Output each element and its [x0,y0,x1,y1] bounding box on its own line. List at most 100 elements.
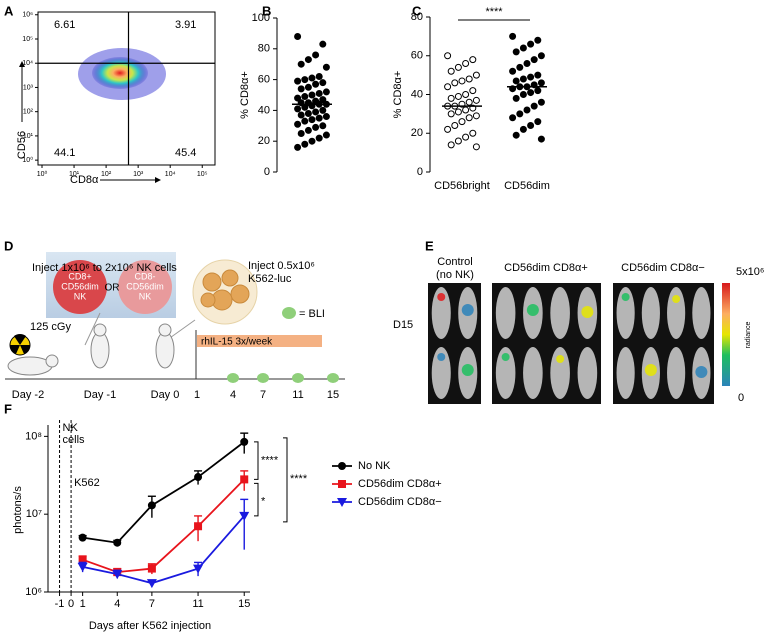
significance-label: * [261,496,266,508]
dot [519,91,527,98]
dot [465,75,473,83]
dot [462,133,470,141]
signal [501,353,510,361]
dot [315,114,323,122]
significance-label: **** [485,6,503,18]
mouse [692,287,711,339]
dot [301,140,309,148]
dot [512,77,520,85]
column-title: CD56dim CD8α+ [504,262,588,274]
timepoint-label: D15 [393,319,413,331]
scale-title: radiance [745,321,752,348]
option-circle [118,260,172,314]
y-tick-label: 0 [264,166,270,178]
panel-label: F [4,401,12,416]
x-tick-label: 7 [149,598,155,610]
y-tick-label: 60 [411,50,423,62]
bli-points [227,307,339,383]
callout [84,312,101,346]
dot [301,103,309,111]
x-tick-label: 10⁴ [165,171,176,178]
legend-marker [338,480,346,488]
panel-label: C [412,3,422,18]
dot [509,114,517,122]
signal [556,355,565,363]
event-label: cells [63,434,86,446]
y-tick-label: 40 [258,104,270,116]
mouse [577,347,598,399]
dot [454,108,462,116]
x-tick-label: 10⁵ [197,171,208,178]
dot [304,83,312,91]
dot [308,137,316,145]
point [194,473,203,482]
series-line [82,515,245,585]
dot [447,110,455,118]
signal [695,366,708,378]
point [239,511,250,521]
x-tick-label: 10³ [133,171,144,178]
dot [519,75,527,83]
mouse-icons [7,323,175,376]
y-tick-label: 0 [417,166,423,178]
dot [534,36,542,44]
dot [312,80,320,88]
dot [447,94,455,102]
dot [322,131,330,139]
dot [447,141,455,149]
mouse [495,287,516,339]
dot [315,89,323,97]
signal [581,306,594,318]
scale-max: 5x10⁶ [736,266,764,278]
y-tick-label: 20 [258,135,270,147]
point [147,501,156,510]
point [112,570,123,580]
y-tick-label: 10⁷ [26,508,42,520]
option-circle [53,260,107,314]
dot [454,137,462,145]
dot [454,63,462,71]
dot [472,112,480,120]
option-label: CD56dim [61,281,99,291]
significance-label: **** [261,455,279,467]
dot [523,106,531,114]
point [77,562,88,572]
y-tick-label: 40 [411,88,423,100]
dot [537,135,545,143]
panel-label: B [262,3,271,18]
mouse [550,347,570,399]
x-tick-label: 4 [114,598,120,610]
dot [527,89,535,97]
dot [451,122,459,129]
x-tick-label: 0 [68,598,74,610]
x-axis-title: CD8α [70,174,99,186]
mouse [495,347,516,399]
dot [444,83,452,91]
y-axis-title: % CD8α+ [392,71,404,119]
dot [294,120,302,128]
mouse [550,287,570,339]
x-tick-label: 10⁰ [37,170,48,178]
y-tick-label: 10² [23,109,34,116]
dot [304,126,312,134]
dot [530,56,538,64]
dot [519,44,527,52]
significance-label: **** [290,473,308,485]
point [78,555,87,564]
x-tick-label: 1 [80,598,86,610]
dot [447,67,455,75]
dot [465,114,473,122]
dot [304,56,312,64]
dot [509,32,517,40]
significance-bracket [254,441,259,480]
step-label: Inject 0.5x10⁶ [248,260,315,272]
quadrant-value: 44.1 [54,147,75,159]
timeline-label: 1 [194,389,200,401]
timeline-label: 4 [230,389,236,401]
dot [472,143,480,151]
dot [454,92,462,100]
point [78,533,87,542]
dot [294,94,302,102]
y-tick-label: 10¹ [23,133,34,140]
timeline-label: Day 0 [151,389,180,401]
